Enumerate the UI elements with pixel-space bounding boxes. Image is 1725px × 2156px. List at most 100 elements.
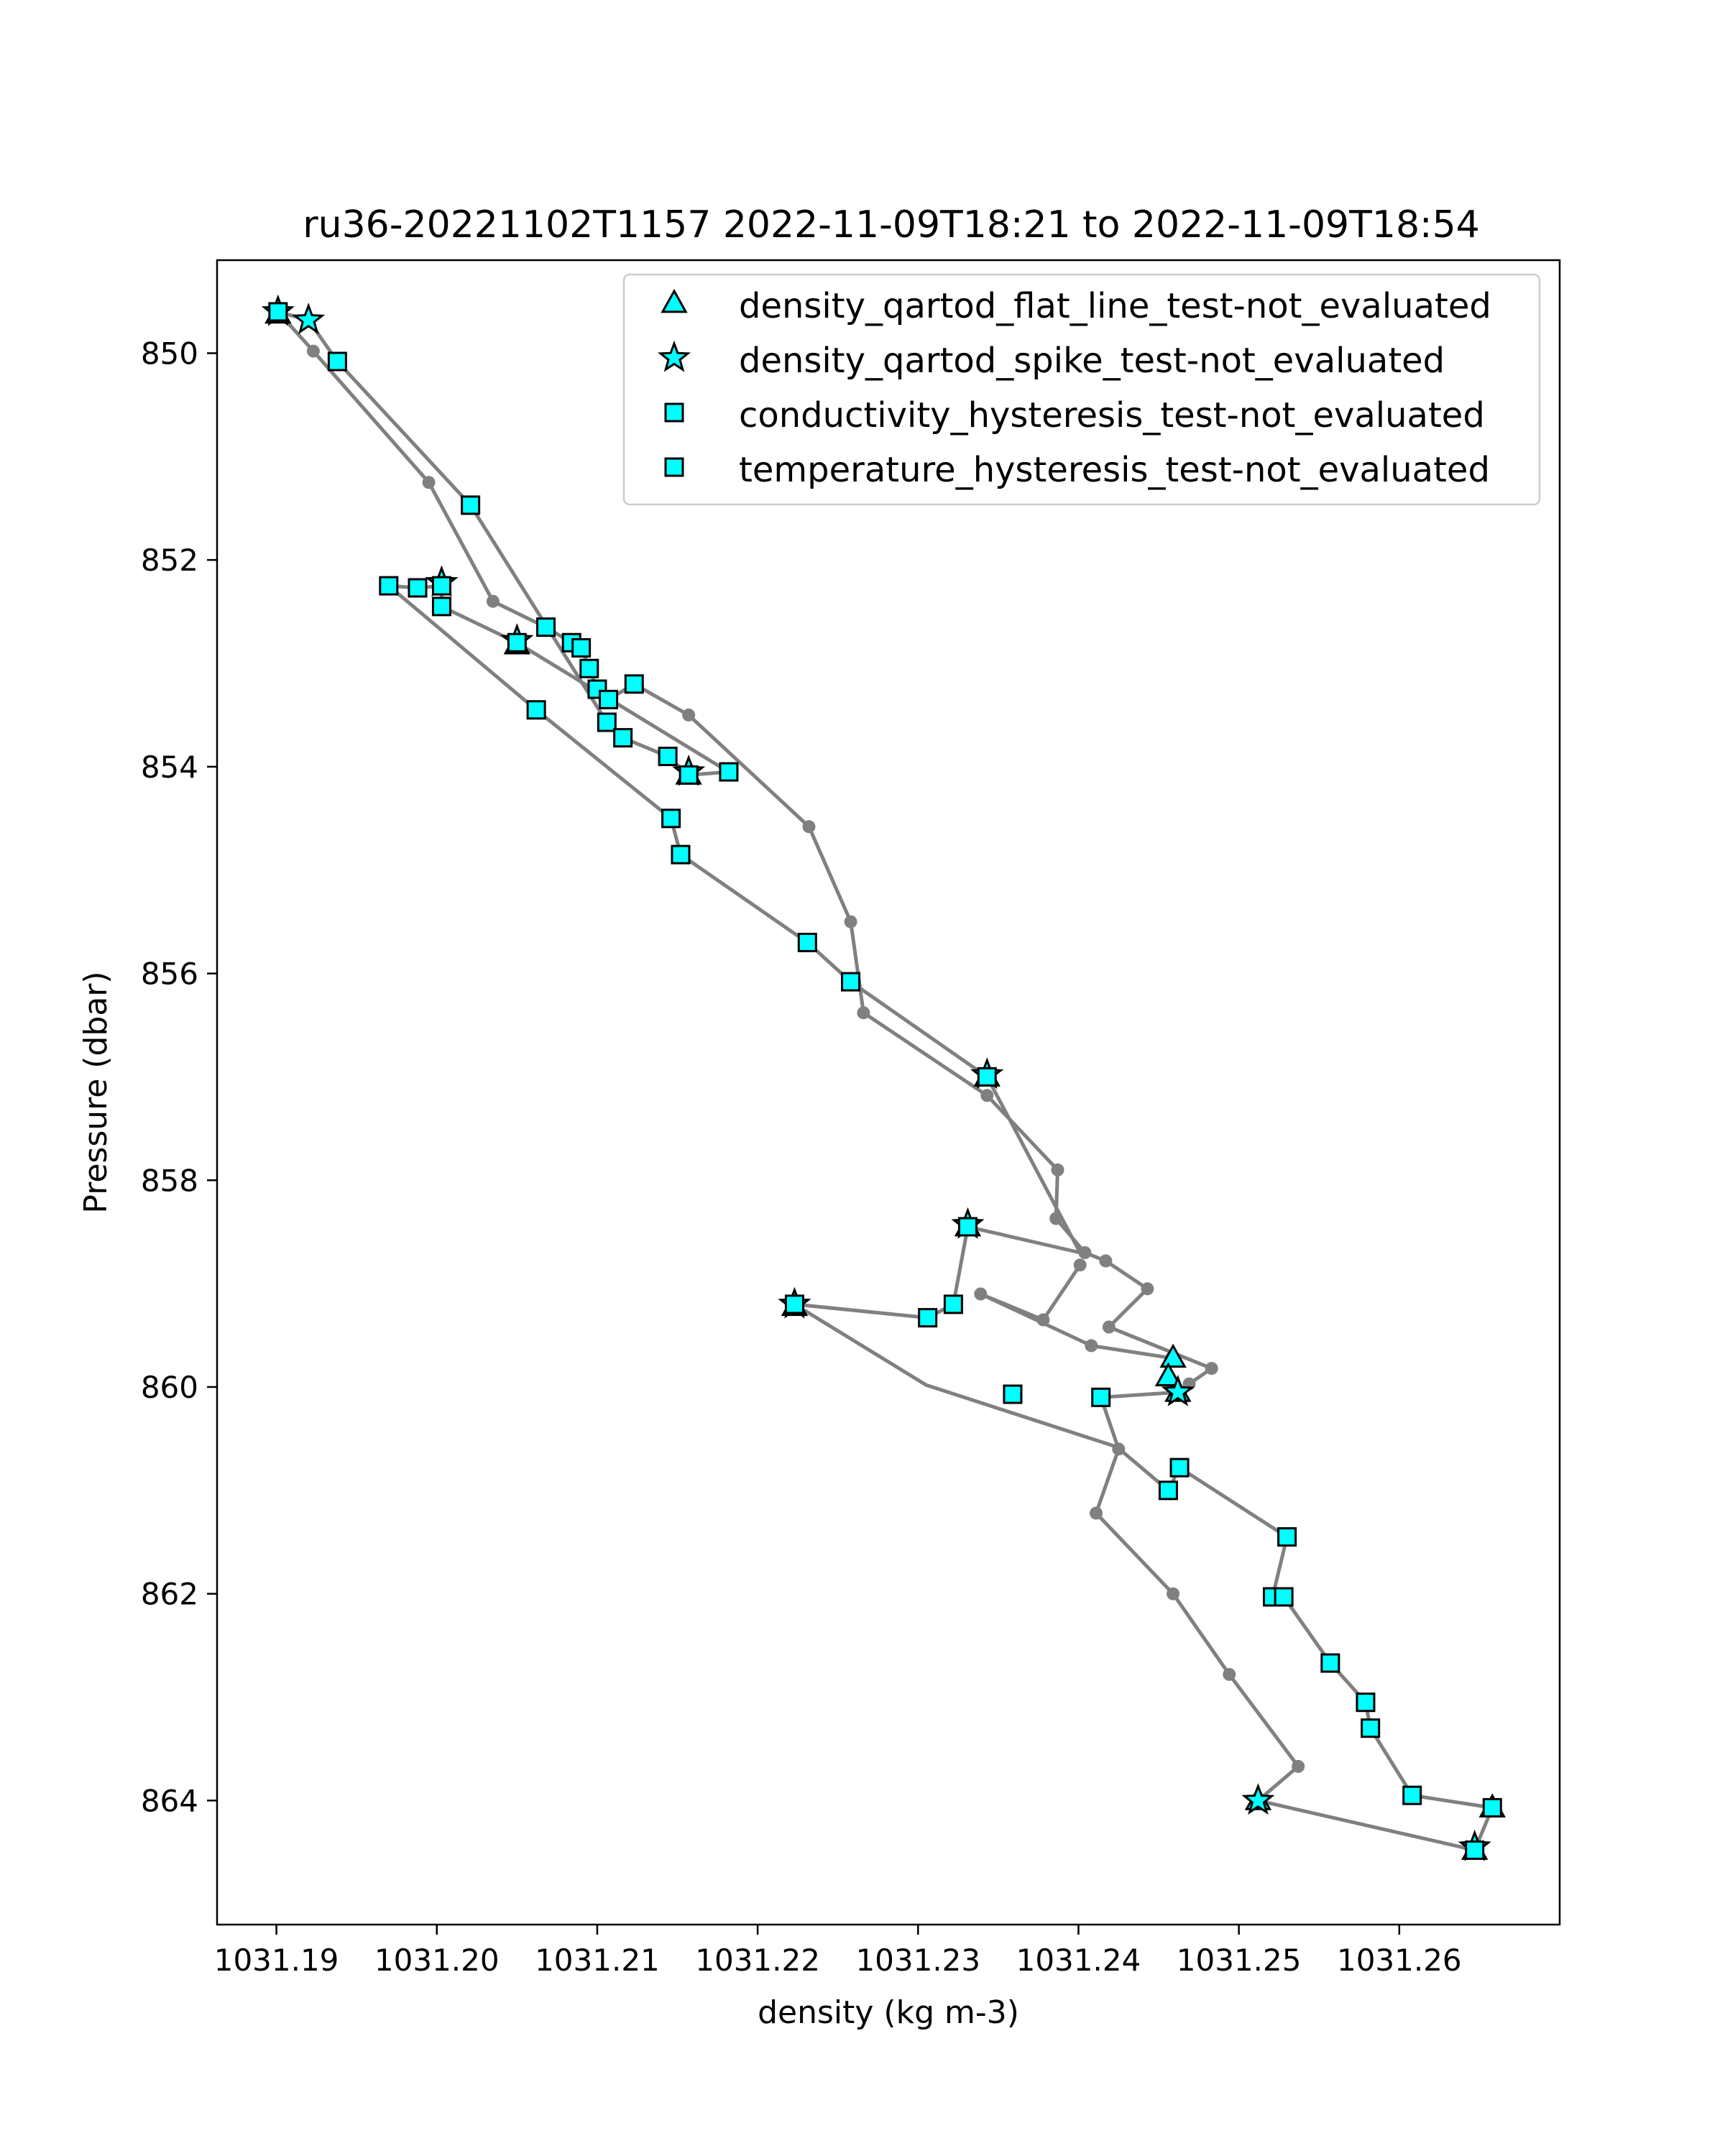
legend-triangle-icon [661,288,688,313]
star-marker [1241,1783,1275,1815]
square-marker [526,700,546,720]
data-point [1049,1212,1063,1225]
legend-item-flat-line: density_qartod_flat_line_test-not_evalua… [661,286,1491,326]
data-point [980,1089,994,1102]
x-tick-label: 1031.23 [855,1943,980,1978]
x-axis: 1031.19 1031.20 1031.21 1031.22 1031.23 1031.… [214,1925,1462,1978]
x-tick-label: 1031.20 [374,1943,500,1978]
y-tick-label: 862 [141,1577,198,1612]
square-marker [431,576,451,596]
legend-square-marker [664,402,684,423]
legend-square-icon [664,457,684,477]
square-marker [1482,1797,1502,1818]
data-point [422,476,436,489]
square-marker [918,1308,938,1328]
data-point [1036,1313,1050,1327]
data-point [844,915,857,929]
x-tick-label: 1031.19 [214,1943,339,1978]
square-marker [268,302,288,322]
chart-title: ru36-20221102T1157 2022-11-09T18:21 to 2… [303,203,1479,247]
x-tick-label: 1031.26 [1337,1943,1462,1978]
data-point [1085,1339,1098,1353]
square-marker [327,351,347,372]
data-point [682,708,696,722]
x-axis-label: density (kg m-3) [758,1994,1019,2031]
data-point [1167,1587,1180,1600]
legend-item-spike: density_qartod_spike_test-not_evaluated [657,340,1445,381]
legend-label-spike: density_qartod_spike_test-not_evaluated [739,341,1445,381]
data-point [1102,1320,1116,1334]
square-marker [408,578,428,598]
square-marker [571,637,592,658]
data-point [1205,1362,1218,1376]
data-point [1051,1163,1064,1176]
square-marker [599,689,619,709]
series-square-markers [268,302,1502,1860]
data-point [802,820,816,834]
data-point [974,1287,988,1301]
data-point [1099,1254,1113,1268]
y-tick-label: 860 [141,1370,198,1405]
y-tick-label: 852 [141,543,198,578]
legend: density_qartod_flat_line_test-not_evalua… [622,273,1541,506]
square-marker [536,617,556,637]
square-marker [1277,1527,1297,1547]
square-marker [507,632,527,653]
square-marker [1402,1785,1422,1805]
legend-item-temperature: temperature_hysteresis_test-not_evaluate… [664,450,1490,490]
data-point [1141,1282,1154,1296]
plot-frame [216,259,1561,1926]
data-point [1112,1442,1126,1456]
legend-star-marker [657,340,691,372]
legend-label-temperature: temperature_hysteresis_test-not_evaluate… [739,450,1490,490]
plot-area [261,294,1506,1861]
y-tick-label: 864 [141,1783,198,1818]
data-point [306,344,320,358]
legend-square-marker [664,457,684,477]
legend-label-flat-line: density_qartod_flat_line_test-not_evalua… [739,286,1491,326]
y-tick-label: 858 [141,1163,198,1198]
square-marker [1091,1387,1111,1407]
square-marker [1169,1457,1190,1478]
square-marker [1274,1587,1294,1607]
data-point [1078,1246,1092,1259]
square-marker [1361,1718,1381,1738]
square-marker [719,762,739,782]
square-marker [461,495,481,515]
legend-label-conductivity: conductivity_hysteresis_test-not_evaluat… [739,395,1485,436]
legend-triangle-marker [661,288,688,313]
y-tick-label: 856 [141,957,198,992]
square-marker [841,972,861,992]
square-marker [943,1294,963,1314]
y-axis: 850 852 854 856 858 860 862 864 [141,336,217,1818]
square-marker [661,808,681,829]
data-point [1223,1667,1236,1681]
square-marker [658,746,678,766]
square-marker [671,844,691,865]
data-point [857,1006,870,1020]
square-marker [1003,1384,1023,1404]
data-point [486,594,500,608]
x-tick-label: 1031.25 [1177,1943,1302,1978]
legend-square-icon [664,402,684,423]
star-marker [292,303,326,335]
legend-item-conductivity: conductivity_hysteresis_test-not_evaluat… [664,395,1485,436]
square-marker [957,1217,978,1237]
data-point [1073,1258,1087,1272]
y-tick-label: 854 [141,750,198,785]
square-marker [1465,1840,1485,1860]
square-marker [579,658,599,678]
square-marker [1158,1480,1178,1501]
y-tick-label: 850 [141,336,198,371]
square-marker [797,932,817,952]
legend-box [622,273,1541,506]
square-marker [784,1294,804,1314]
x-tick-label: 1031.21 [535,1943,660,1978]
legend-star-icon [657,340,691,372]
square-marker [977,1067,997,1087]
square-marker [431,596,451,617]
x-tick-label: 1031.22 [695,1943,820,1978]
square-marker [678,765,699,785]
x-tick-label: 1031.24 [1016,1943,1141,1978]
